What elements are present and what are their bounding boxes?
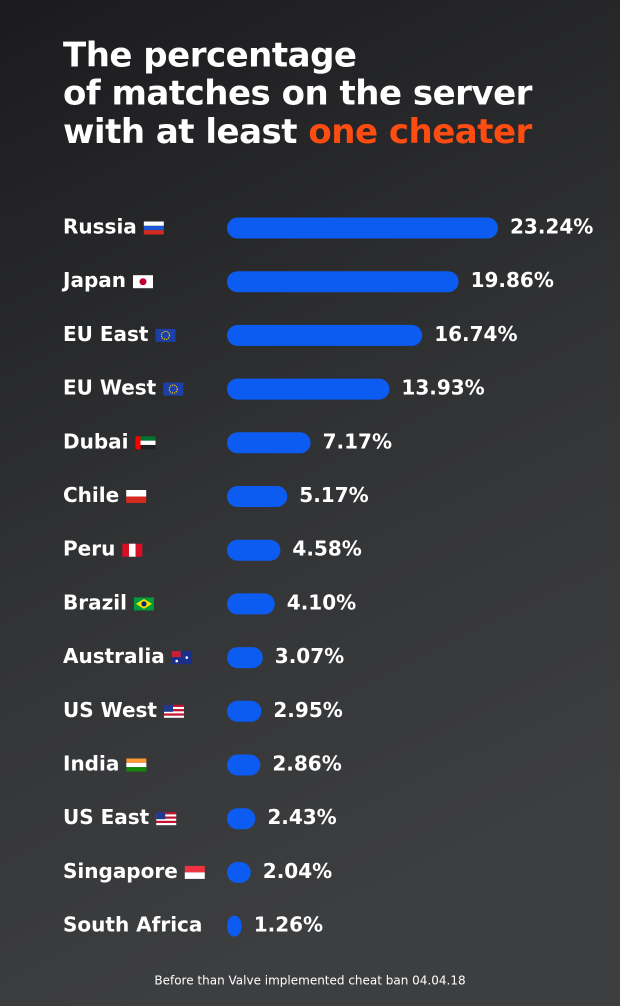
bar: [227, 217, 498, 239]
value-label: 4.10%: [287, 590, 356, 614]
flag-part: [126, 496, 147, 503]
value-label: 2.43%: [267, 805, 336, 829]
bar: [227, 647, 263, 669]
flag-part: [163, 715, 184, 718]
flag-part: [156, 823, 177, 826]
flag-part: [156, 812, 166, 820]
value-label: 19.86%: [471, 268, 554, 292]
flag-part: [156, 820, 177, 824]
value-label: 5.17%: [299, 483, 368, 507]
value-label: 2.95%: [273, 698, 342, 722]
bar: [227, 539, 281, 561]
flag-part: [163, 706, 184, 710]
flag-part: [163, 704, 184, 707]
value-label: 4.58%: [292, 537, 361, 561]
value-label: 7.17%: [323, 429, 392, 453]
category-label: EU East: [63, 322, 149, 346]
category-label: EU West: [63, 376, 157, 400]
chart-title-line: of matches on the server: [63, 74, 533, 114]
flag-part: [163, 709, 184, 712]
flag-part: [156, 814, 177, 817]
flag-part: [143, 221, 164, 226]
flag-part: [126, 758, 147, 763]
footnote: Before than Valve implemented cheat ban …: [154, 974, 465, 988]
category-label: Australia: [63, 644, 165, 668]
bar: [227, 486, 288, 507]
bar: [227, 808, 256, 830]
flag-part: [143, 225, 164, 231]
bar: [227, 915, 242, 937]
flag-part: [135, 436, 141, 450]
flag-part: [171, 651, 181, 658]
value-label: 2.04%: [263, 859, 332, 883]
flag-part: [160, 330, 171, 340]
flag-part: [155, 328, 176, 342]
flag-part: [122, 543, 129, 557]
value-label: 3.07%: [275, 644, 344, 668]
category-label: Brazil: [63, 590, 127, 614]
flag-part: [126, 767, 147, 772]
chart-title-highlight: one cheater: [308, 112, 532, 152]
flag-part: [163, 382, 184, 396]
bar: [227, 861, 251, 883]
bar: [227, 432, 311, 454]
value-label: 23.24%: [510, 215, 593, 239]
value-label: 16.74%: [434, 322, 517, 346]
flag-part: [135, 436, 156, 441]
bar: [227, 271, 459, 293]
category-label: Japan: [61, 268, 126, 292]
category-label: South Africa: [63, 913, 202, 937]
category-label: US East: [63, 805, 150, 829]
value-label: 13.93%: [401, 376, 484, 400]
bar: [227, 324, 423, 346]
flag-part: [163, 704, 173, 712]
category-label: Chile: [63, 483, 119, 507]
value-label: 2.86%: [272, 752, 341, 776]
chart-title-line: The percentage: [63, 36, 356, 76]
flag-part: [143, 230, 164, 235]
flag-part: [156, 818, 177, 821]
flag-part: [184, 872, 205, 879]
flag-part: [163, 711, 184, 714]
category-label: Peru: [63, 537, 115, 561]
flag-part: [185, 656, 189, 659]
bar: [227, 700, 262, 722]
flag-part: [175, 659, 179, 663]
category-label: Singapore: [63, 859, 178, 883]
value-label: 1.26%: [254, 913, 323, 937]
flag-part: [139, 278, 147, 286]
category-label: US West: [63, 698, 157, 722]
bar: [227, 378, 390, 400]
flag-part: [128, 543, 136, 557]
category-label: Dubai: [63, 429, 129, 453]
category-label: India: [63, 752, 119, 776]
category-label: Russia: [63, 215, 137, 239]
flag-part: [184, 865, 205, 873]
bar: [227, 593, 275, 615]
bar: [227, 754, 261, 776]
flag-part: [163, 713, 184, 716]
flag-part: [135, 543, 143, 557]
flag-part: [126, 762, 147, 768]
flag-part: [168, 384, 178, 394]
flag-part: [126, 490, 147, 497]
flag-part: [135, 444, 156, 450]
flag-part: [135, 440, 156, 445]
flag-part: [156, 816, 177, 819]
chart-title-part: with at least: [63, 112, 297, 152]
chart-title-line: with at least one cheater: [63, 112, 533, 152]
flag-part: [141, 601, 147, 607]
flag-part: [156, 812, 177, 815]
